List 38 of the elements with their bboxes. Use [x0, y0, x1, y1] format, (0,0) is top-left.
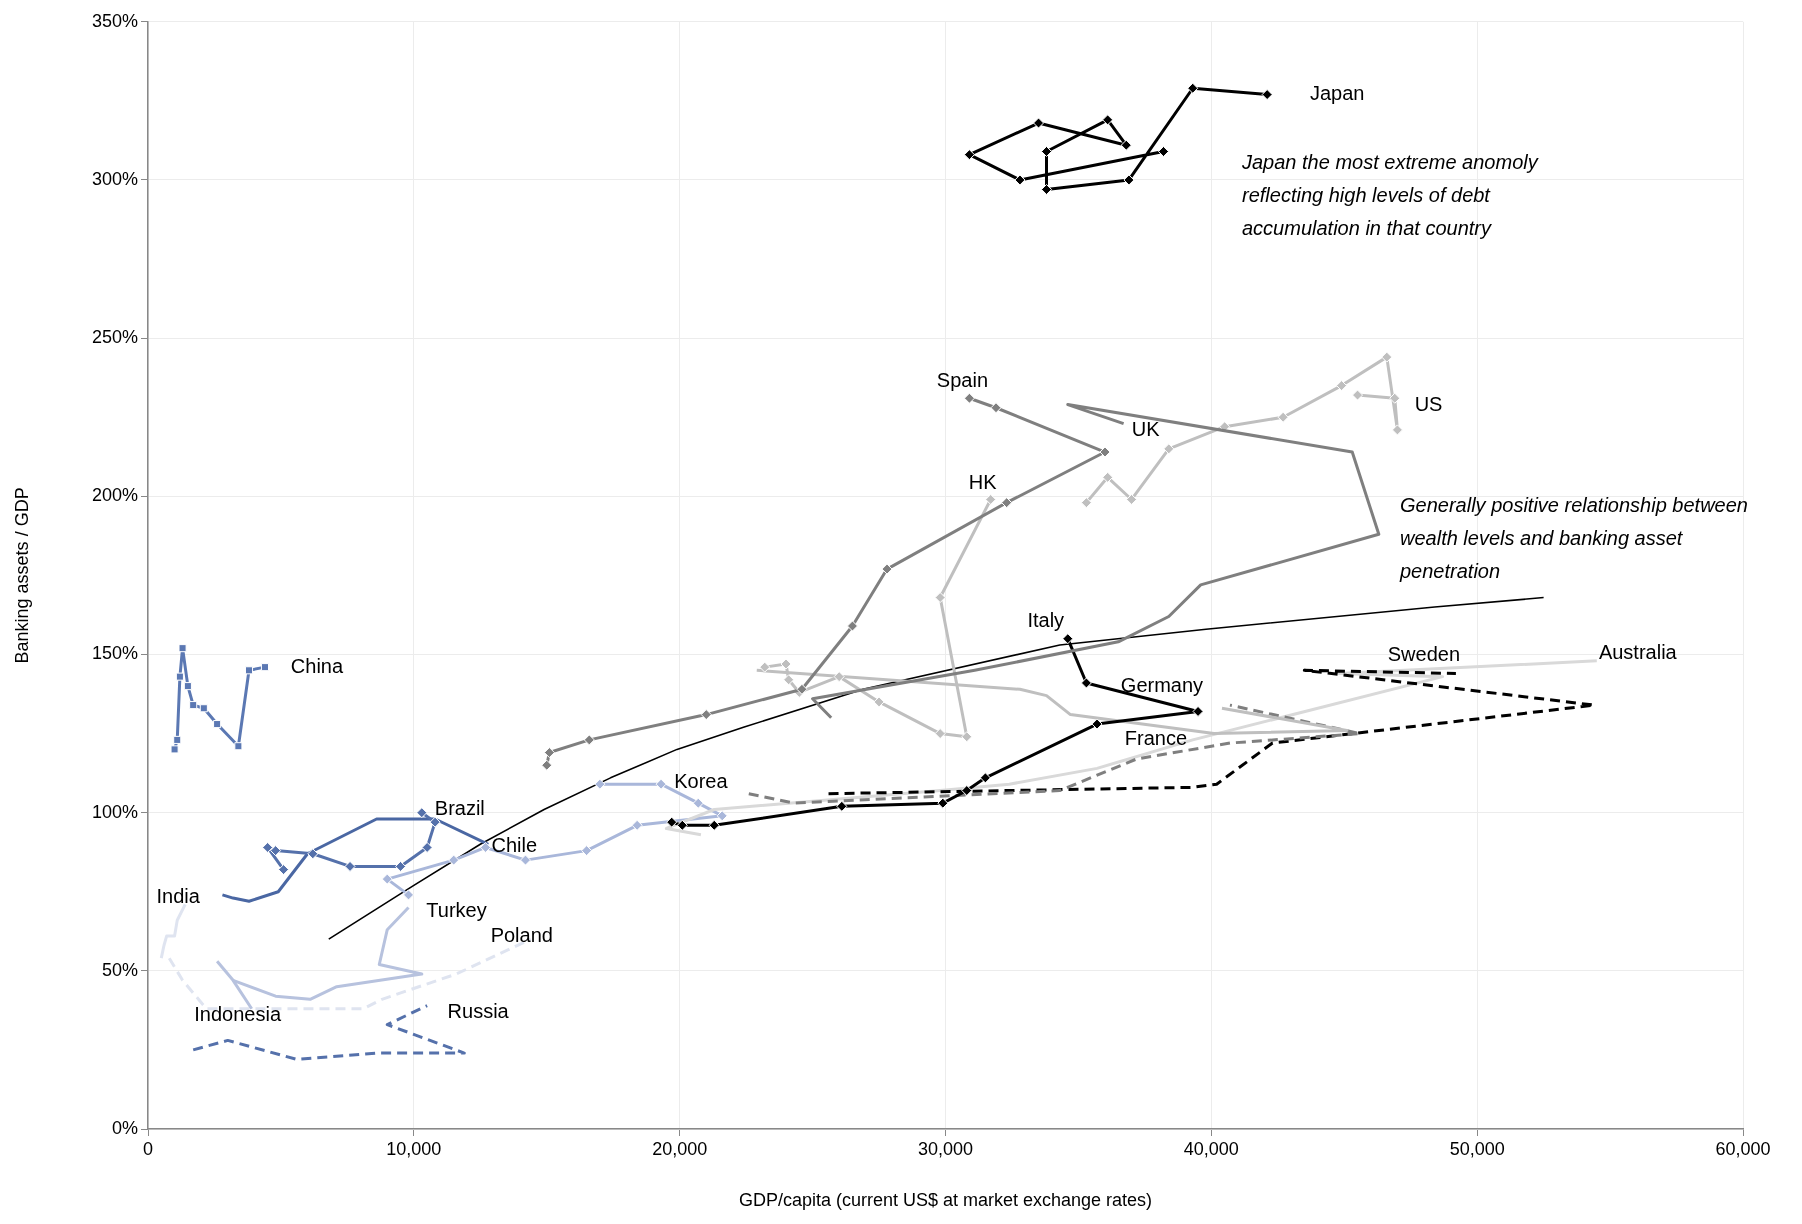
x-tick-label: 0	[142, 1138, 154, 1159]
x-tick-label: 30,000	[917, 1138, 974, 1159]
series-label: Korea	[674, 769, 729, 792]
x-tick-label: 60,000	[1715, 1138, 1771, 1159]
series-label: Chile	[491, 833, 538, 856]
x-tick-label: 50,000	[1449, 1138, 1505, 1159]
y-tick-label: 200%	[91, 485, 138, 506]
series-label: Germany	[1120, 673, 1204, 696]
series-label: Australia	[1598, 641, 1678, 664]
y-tick-label: 0%	[111, 1117, 138, 1138]
series-label: Russia	[447, 1000, 510, 1023]
annotation: Japan the most extreme anomoly reflecting high levels of debt accumulation in that country	[1241, 150, 1539, 239]
y-tick-label: 150%	[91, 643, 138, 664]
series-label: Sweden	[1387, 642, 1461, 665]
series-label: Brazil	[434, 797, 485, 820]
y-tick-label: 300%	[91, 168, 138, 189]
y-axis-title: Banking assets / GDP	[11, 487, 32, 664]
series-label: Turkey	[426, 899, 487, 922]
series-label: Poland	[490, 923, 553, 946]
series-label: India	[156, 884, 201, 907]
series-label: US	[1414, 392, 1443, 415]
series-label: Japan	[1309, 82, 1365, 105]
x-tick-label: 10,000	[386, 1138, 442, 1159]
x-axis-title: GDP/capita (current US$ at market exchange rates)	[738, 1190, 1153, 1211]
series-label: Indonesia	[194, 1003, 282, 1026]
y-tick-label: 50%	[101, 959, 138, 980]
series-label: China	[290, 654, 344, 677]
series-label: France	[1124, 726, 1188, 749]
series-label: HK	[968, 470, 998, 493]
series-label: UK	[1131, 418, 1161, 441]
y-tick-label: 250%	[91, 327, 138, 348]
y-tick-label: 100%	[91, 801, 138, 822]
x-tick-label: 20,000	[652, 1138, 708, 1159]
series-label: Italy	[1027, 609, 1065, 632]
annotation: Generally positive relationship between wealth levels and banking asset penetration	[1399, 493, 1748, 582]
y-tick-label: 350%	[91, 10, 138, 31]
series-label: Spain	[936, 368, 988, 391]
x-tick-label: 40,000	[1183, 1138, 1239, 1159]
